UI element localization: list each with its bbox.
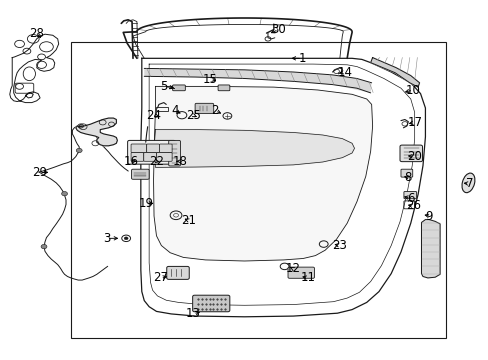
Text: 5: 5 — [160, 80, 167, 93]
FancyBboxPatch shape — [287, 267, 314, 278]
Text: 24: 24 — [146, 109, 161, 122]
Text: 17: 17 — [407, 116, 421, 129]
Text: 9: 9 — [425, 210, 432, 222]
FancyBboxPatch shape — [192, 295, 229, 312]
Ellipse shape — [461, 173, 474, 193]
Text: 1: 1 — [298, 52, 305, 65]
Circle shape — [61, 192, 67, 196]
Text: 25: 25 — [185, 109, 200, 122]
Text: 30: 30 — [271, 23, 285, 36]
Text: 14: 14 — [337, 66, 351, 78]
FancyBboxPatch shape — [399, 145, 422, 162]
Polygon shape — [76, 118, 117, 146]
Text: 16: 16 — [123, 155, 138, 168]
Circle shape — [124, 237, 128, 240]
Text: 19: 19 — [138, 197, 153, 210]
Text: 27: 27 — [153, 271, 167, 284]
FancyBboxPatch shape — [168, 140, 180, 166]
Text: 26: 26 — [405, 199, 420, 212]
FancyBboxPatch shape — [166, 266, 189, 279]
Circle shape — [76, 148, 82, 153]
Text: 3: 3 — [102, 232, 110, 245]
Circle shape — [41, 244, 47, 249]
Text: 15: 15 — [203, 73, 217, 86]
FancyBboxPatch shape — [156, 153, 172, 161]
Text: 28: 28 — [29, 27, 44, 40]
FancyBboxPatch shape — [400, 169, 412, 177]
FancyBboxPatch shape — [143, 153, 156, 161]
Text: 12: 12 — [285, 262, 300, 275]
Text: 22: 22 — [149, 155, 163, 168]
FancyBboxPatch shape — [131, 144, 146, 153]
Polygon shape — [154, 130, 354, 167]
Text: 7: 7 — [465, 177, 472, 190]
Text: 18: 18 — [172, 155, 187, 168]
PathPatch shape — [144, 68, 371, 93]
FancyBboxPatch shape — [403, 192, 416, 199]
FancyBboxPatch shape — [172, 85, 185, 91]
FancyBboxPatch shape — [127, 140, 175, 164]
Polygon shape — [153, 86, 372, 261]
FancyBboxPatch shape — [146, 144, 159, 153]
Polygon shape — [421, 220, 439, 278]
Text: 10: 10 — [405, 84, 420, 96]
FancyBboxPatch shape — [131, 153, 143, 161]
FancyBboxPatch shape — [131, 169, 149, 179]
Bar — [71, 42, 446, 338]
Text: 4: 4 — [171, 104, 179, 117]
Circle shape — [78, 124, 83, 128]
FancyBboxPatch shape — [159, 144, 172, 153]
FancyBboxPatch shape — [195, 103, 213, 113]
FancyBboxPatch shape — [218, 85, 229, 91]
Text: 11: 11 — [300, 271, 315, 284]
Text: 6: 6 — [406, 192, 414, 204]
Text: 23: 23 — [332, 239, 346, 252]
Text: 8: 8 — [404, 171, 411, 184]
Polygon shape — [370, 58, 419, 87]
Text: 21: 21 — [181, 214, 195, 227]
Text: 20: 20 — [407, 150, 421, 163]
Text: 13: 13 — [185, 307, 200, 320]
Text: 29: 29 — [33, 166, 47, 179]
Text: 2: 2 — [211, 104, 219, 117]
